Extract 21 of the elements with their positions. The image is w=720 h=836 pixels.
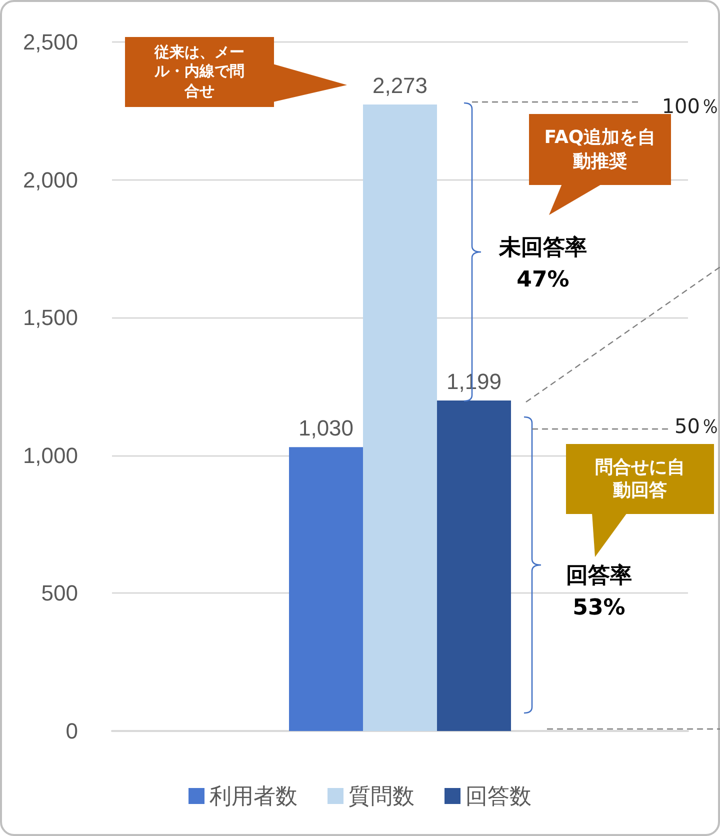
legend-label: 回答数 [466,784,532,808]
annotation: 従来は、メール・内線で問合せ [153,42,246,102]
data-label: 2,273 [372,73,428,98]
y-tick-label: 2,500 [22,30,78,54]
y-tick-label: 1,000 [22,442,78,468]
annotation: 未回答率 47% [498,234,587,292]
y-tick-label: 500 [41,580,78,606]
annotation: 50％ [674,414,720,438]
y-tick-label: 1,500 [22,305,78,330]
bar [437,400,511,731]
annotation: 100％ [662,94,720,118]
legend-label: 質問数 [348,784,414,808]
bar [363,104,437,731]
annotation: 問合せに自動回答 [594,456,686,503]
bar [289,447,363,731]
annotation: 回答率 53% [566,562,632,620]
annotation: FAQ追加を自動推奨 [543,126,657,174]
y-tick-label: 2,000 [22,167,78,192]
y-tick-label: 0 [66,718,78,744]
legend-label: 利用者数 [210,784,298,808]
data-label: 1,030 [298,416,354,441]
